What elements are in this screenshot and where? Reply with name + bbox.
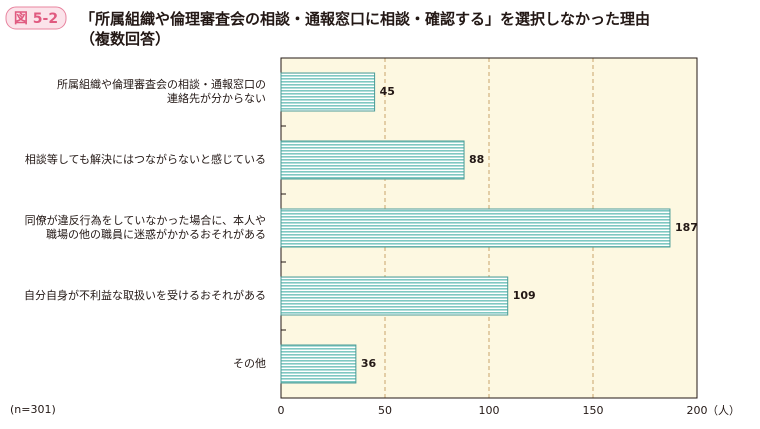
figure-label: 図 5-2	[14, 11, 58, 27]
x-tick-label: 100	[479, 404, 500, 417]
x-tick-label: 200	[687, 404, 708, 417]
note: (n=301)	[10, 403, 56, 416]
figure-label-box	[5, 6, 67, 30]
x-unit: （人）	[707, 404, 740, 417]
bar	[280, 208, 671, 248]
data-label: 88	[469, 153, 484, 166]
bar	[280, 344, 357, 384]
x-tick-label: 0	[278, 404, 285, 417]
chart-title: 「所属組織や倫理審査会の相談・通報窓口に相談・確認する」を選択しなかった理由（複…	[80, 10, 650, 48]
y-tick-label: 同僚が違反行為をしていなかった場合に、本人や職場の他の職員に迷惑がかかるおそれが…	[25, 213, 266, 241]
bar	[280, 72, 376, 112]
bar	[280, 140, 465, 180]
bar	[280, 276, 509, 316]
data-label: 36	[361, 357, 377, 370]
y-tick-label: 所属組織や倫理審査会の相談・通報窓口の連絡先が分からない	[57, 77, 266, 105]
y-tick-label: その他	[233, 357, 266, 370]
y-tick-label: 自分自身が不利益な取扱いを受けるおそれがある	[24, 288, 266, 302]
data-label: 109	[513, 289, 536, 302]
x-tick-label: 150	[583, 404, 604, 417]
x-tick-label: 50	[378, 404, 392, 417]
data-label: 45	[380, 85, 395, 98]
y-tick-label: 相談等しても解決にはつながらないと感じている	[25, 152, 266, 166]
data-label: 187	[675, 221, 698, 234]
